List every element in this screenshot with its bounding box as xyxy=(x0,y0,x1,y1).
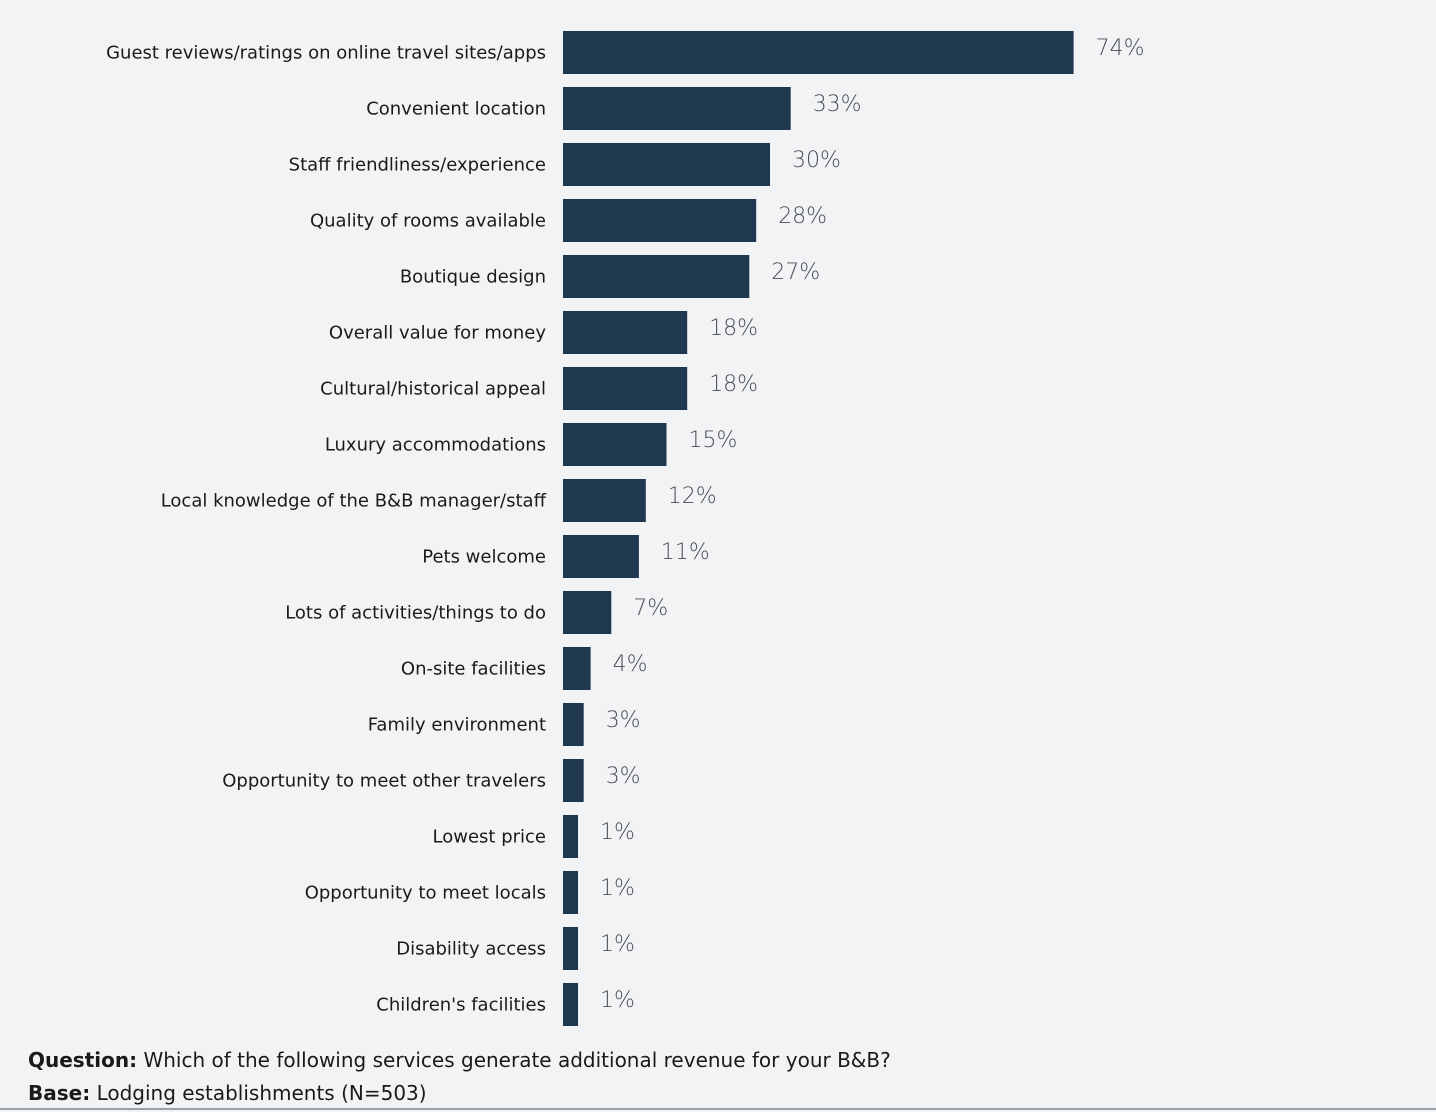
bar xyxy=(563,423,667,466)
category-label: Luxury accommodations xyxy=(325,435,546,456)
value-label: 33% xyxy=(813,92,862,117)
value-label: 1% xyxy=(600,932,635,957)
value-label: 27% xyxy=(771,260,820,285)
value-label: 74% xyxy=(1096,36,1145,61)
bar xyxy=(563,591,612,634)
value-label: 18% xyxy=(709,372,758,397)
bar xyxy=(563,255,750,298)
bar xyxy=(563,815,578,858)
value-label: 7% xyxy=(633,596,668,621)
bar xyxy=(563,871,578,914)
bar xyxy=(563,927,578,970)
category-label: Children's facilities xyxy=(376,995,546,1016)
question-note: Question: Which of the following service… xyxy=(28,1048,891,1072)
category-label: Convenient location xyxy=(366,99,546,120)
value-labels-group: 74% 33% 30% 28% 27% 18% 18% 15% 12% 11% 7% 4% 3% 3% 1%… xyxy=(600,36,1145,1013)
bottom-rule xyxy=(0,1108,1436,1110)
bar xyxy=(563,87,791,130)
base-label: Base: xyxy=(28,1081,91,1105)
value-label: 12% xyxy=(668,484,717,509)
category-label: Disability access xyxy=(396,939,546,960)
value-label: 1% xyxy=(600,820,635,845)
category-label: Lots of activities/things to do xyxy=(285,603,546,624)
category-label: Family environment xyxy=(368,715,546,736)
category-label: Guest reviews/ratings on online travel s… xyxy=(106,43,546,64)
bar xyxy=(563,647,591,690)
bar xyxy=(563,31,1074,74)
bar xyxy=(563,983,578,1026)
bar-chart: Guest reviews/ratings on online travel s… xyxy=(106,31,1145,1026)
category-label: Opportunity to meet locals xyxy=(305,883,546,904)
bar xyxy=(563,367,688,410)
bar xyxy=(563,759,584,802)
bars-group xyxy=(563,31,1074,1026)
bar xyxy=(563,703,584,746)
value-label: 1% xyxy=(600,988,635,1013)
value-label: 15% xyxy=(689,428,738,453)
category-label: Staff friendliness/experience xyxy=(289,155,546,176)
bar xyxy=(563,535,639,578)
value-label: 3% xyxy=(606,708,641,733)
value-label: 3% xyxy=(606,764,641,789)
category-label: On-site facilities xyxy=(401,659,546,680)
bar xyxy=(563,143,770,186)
question-text: Which of the following services generate… xyxy=(137,1048,891,1072)
base-text: Lodging establishments (N=503) xyxy=(90,1081,427,1105)
category-label: Local knowledge of the B&B manager/staff xyxy=(161,491,547,512)
category-label: Lowest price xyxy=(433,827,546,848)
value-label: 11% xyxy=(661,540,710,565)
bar xyxy=(563,199,757,242)
value-label: 30% xyxy=(792,148,841,173)
category-label: Cultural/historical appeal xyxy=(320,379,546,400)
bar xyxy=(563,311,688,354)
category-label: Quality of rooms available xyxy=(310,211,546,232)
bar xyxy=(563,479,646,522)
category-label: Opportunity to meet other travelers xyxy=(222,771,546,792)
category-labels-group: Guest reviews/ratings on online travel s… xyxy=(106,43,546,1016)
value-label: 28% xyxy=(778,204,827,229)
category-label: Boutique design xyxy=(400,267,546,288)
value-label: 18% xyxy=(709,316,758,341)
base-note: Base: Lodging establishments (N=503) xyxy=(28,1081,427,1105)
value-label: 4% xyxy=(613,652,648,677)
category-label: Pets welcome xyxy=(422,547,546,568)
question-label: Question: xyxy=(28,1048,138,1072)
category-label: Overall value for money xyxy=(329,323,546,344)
value-label: 1% xyxy=(600,876,635,901)
